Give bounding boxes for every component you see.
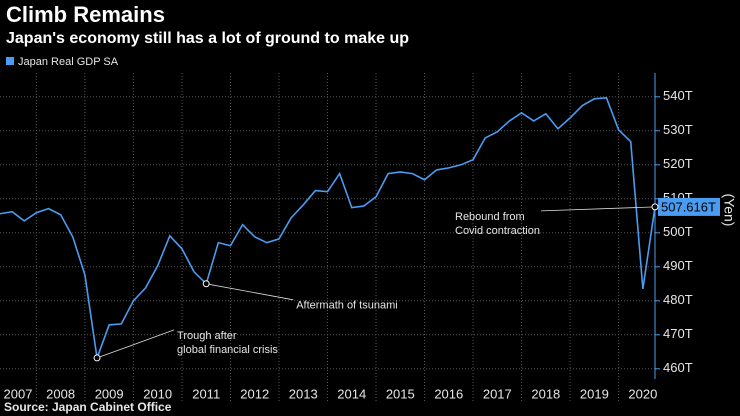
x-tick-label: 2012: [240, 386, 269, 401]
x-tick-label: 2020: [628, 386, 657, 401]
y-axis-label: (Yen): [721, 194, 737, 227]
x-tick-label: 2018: [531, 386, 560, 401]
annotation-text: Trough after: [177, 330, 237, 342]
annotation-leader: [96, 329, 175, 359]
annotation-leader: [540, 206, 656, 212]
x-tick-label: 2011: [192, 386, 220, 401]
y-tick-label: 480T: [663, 292, 693, 307]
y-tick-label: 470T: [663, 326, 693, 341]
data-line: [0, 96, 656, 359]
y-tick-label: 530T: [663, 122, 693, 137]
x-tick-label: 2015: [386, 386, 415, 401]
x-tick-label: 2019: [580, 386, 609, 401]
y-tick-label: 520T: [663, 156, 693, 171]
source: Source: Japan Cabinet Office: [4, 400, 172, 414]
y-tick-label: 460T: [663, 360, 693, 375]
annotation-text: global financial crisis: [177, 344, 278, 356]
y-tick-label: 500T: [663, 224, 693, 239]
x-tick-label: 2017: [483, 386, 512, 401]
legend-swatch: [6, 57, 14, 65]
annotation-text: Aftermath of tsunami: [296, 300, 398, 312]
annotation-marker: [202, 280, 210, 288]
value-label: 507.616T: [661, 199, 716, 214]
x-tick-label: 2010: [143, 386, 172, 401]
x-tick-label: 2007: [4, 386, 33, 401]
x-tick-label: 2013: [289, 386, 318, 401]
y-tick-label: 540T: [663, 88, 693, 103]
chart-subtitle: Japan's economy still has a lot of groun…: [6, 30, 409, 47]
annotation-text: Covid contraction: [455, 225, 540, 237]
annotation-text: Rebound from: [455, 211, 525, 223]
annotation-leader: [206, 283, 294, 301]
x-tick-label: 2008: [46, 386, 75, 401]
x-tick-label: 2014: [337, 386, 366, 401]
x-tick-label: 2009: [95, 386, 124, 401]
value-label-box: [658, 197, 720, 216]
annotation-marker: [93, 354, 101, 362]
chart-title: Climb Remains: [6, 2, 165, 27]
y-tick-label: 490T: [663, 258, 693, 273]
legend-label: Japan Real GDP SA: [18, 56, 119, 68]
annotation-marker: [651, 203, 659, 211]
x-tick-label: 2016: [434, 386, 463, 401]
